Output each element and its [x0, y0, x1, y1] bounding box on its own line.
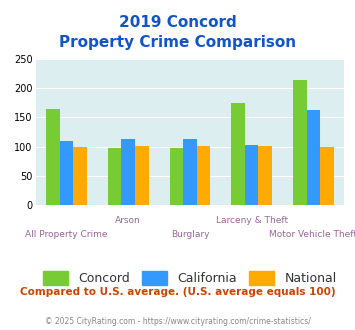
Bar [108, 148, 121, 205]
Bar [135, 146, 148, 205]
Text: 2019 Concord: 2019 Concord [119, 15, 236, 30]
Text: © 2025 CityRating.com - https://www.cityrating.com/crime-statistics/: © 2025 CityRating.com - https://www.city… [45, 317, 310, 326]
Bar [73, 147, 87, 205]
Bar [46, 109, 60, 205]
Bar [245, 145, 258, 205]
Bar [121, 139, 135, 205]
Bar [183, 139, 197, 205]
Text: Motor Vehicle Theft: Motor Vehicle Theft [269, 230, 355, 239]
Text: All Property Crime: All Property Crime [25, 230, 108, 239]
Text: Larceny & Theft: Larceny & Theft [215, 216, 288, 225]
Text: Property Crime Comparison: Property Crime Comparison [59, 35, 296, 50]
Text: Burglary: Burglary [171, 230, 209, 239]
Bar [293, 80, 307, 205]
Bar [170, 148, 183, 205]
Bar [320, 147, 334, 205]
Bar [231, 103, 245, 205]
Bar [60, 141, 73, 205]
Text: Arson: Arson [115, 216, 141, 225]
Bar [197, 146, 210, 205]
Text: Compared to U.S. average. (U.S. average equals 100): Compared to U.S. average. (U.S. average … [20, 287, 335, 297]
Legend: Concord, California, National: Concord, California, National [38, 266, 342, 290]
Bar [307, 110, 320, 205]
Bar [258, 146, 272, 205]
